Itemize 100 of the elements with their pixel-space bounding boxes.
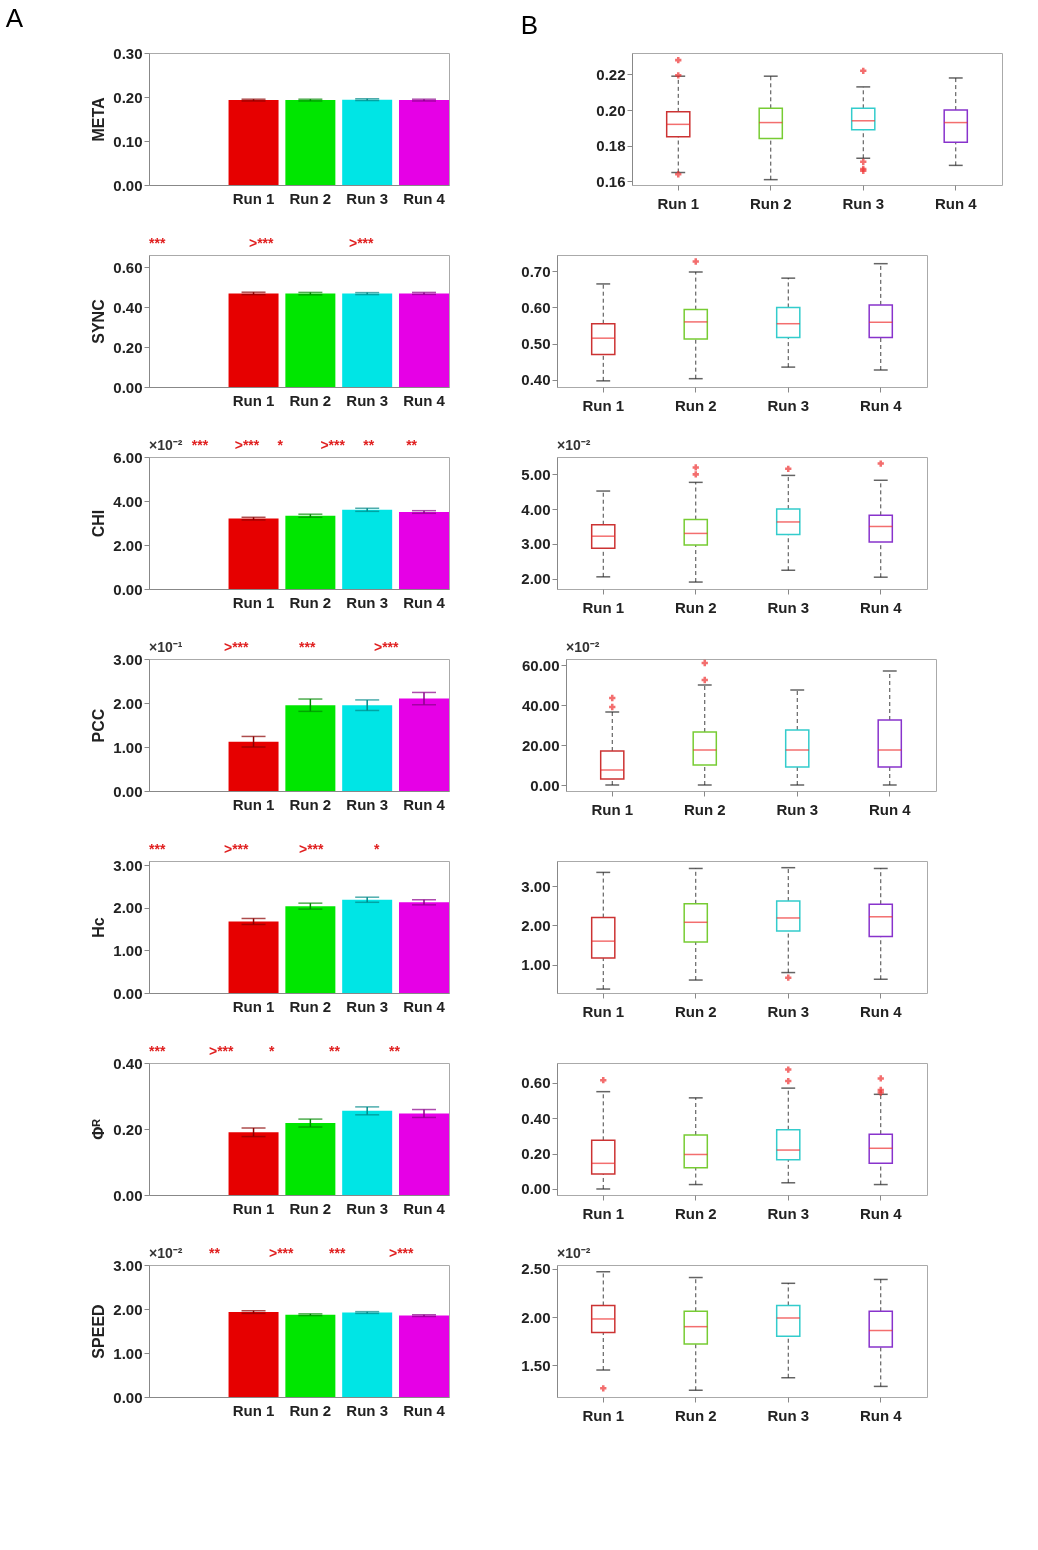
y-tick-label: 40.00 <box>521 696 560 714</box>
y-tick-label: 0.00 <box>113 176 143 194</box>
y-tick-label: 3.00 <box>113 650 143 668</box>
x-tick-label: Run 1 <box>232 1199 275 1217</box>
text: >*** <box>389 1245 415 1261</box>
text: ×10⁻¹ <box>149 639 183 655</box>
x-tick-label: Run 4 <box>859 1406 903 1424</box>
text: >*** <box>249 235 275 251</box>
x-tick-label: Run 4 <box>403 1199 446 1217</box>
text: *** <box>191 437 209 453</box>
y-tick-label: 0.40 <box>521 371 551 389</box>
y-tick-label: 0.20 <box>521 1145 551 1163</box>
y-tick-label: 0.00 <box>113 782 143 800</box>
x-tick-label: Run 4 <box>868 800 912 818</box>
x-tick-label: Run 4 <box>403 795 446 813</box>
y-tick-label: 2.00 <box>113 1300 143 1318</box>
text: A <box>5 3 24 33</box>
y-tick-label: 0.60 <box>113 258 143 276</box>
text: ×10⁻² <box>557 1245 591 1261</box>
text: *** <box>149 235 166 251</box>
text: >*** <box>269 1245 295 1261</box>
text: ** <box>363 437 375 453</box>
x-tick-label: Run 3 <box>767 1406 810 1424</box>
x-tick-label: Run 2 <box>289 593 332 611</box>
y-axis-title: CHI <box>90 509 108 538</box>
text: ×10⁻² <box>149 437 183 453</box>
y-tick-label: 3.00 <box>113 1256 143 1274</box>
y-tick-label: 3.00 <box>113 856 143 874</box>
x-tick-label: Run 1 <box>582 1406 625 1424</box>
y-tick-label: 0.00 <box>113 1388 143 1406</box>
x-tick-label: Run 3 <box>346 189 389 207</box>
x-tick-label: Run 2 <box>289 189 332 207</box>
y-tick-label: 0.18 <box>596 137 626 155</box>
x-tick-label: Run 3 <box>842 194 885 212</box>
y-tick-label: 1.50 <box>521 1356 551 1374</box>
y-tick-label: 0.16 <box>596 172 626 190</box>
x-tick-label: Run 3 <box>346 593 389 611</box>
y-tick-label: 3.00 <box>521 535 551 553</box>
text: *** <box>299 639 316 655</box>
x-tick-label: Run 2 <box>674 1406 717 1424</box>
x-tick-label: Run 4 <box>859 598 903 616</box>
y-tick-label: 0.60 <box>521 1074 551 1092</box>
y-tick-label: 0.70 <box>521 262 551 280</box>
text: >*** <box>234 437 260 453</box>
text: ×10⁻² <box>557 437 591 453</box>
x-tick-label: Run 2 <box>289 1401 332 1419</box>
text: ×10⁻² <box>566 639 600 655</box>
y-tick-label: 0.00 <box>521 1180 551 1198</box>
y-tick-label: 2.00 <box>113 694 143 712</box>
y-axis-title: META <box>90 96 108 142</box>
x-tick-label: Run 3 <box>346 997 389 1015</box>
text: >*** <box>209 1043 235 1059</box>
text: ** <box>406 437 418 453</box>
y-tick-label: 2.00 <box>113 899 143 917</box>
x-tick-label: Run 4 <box>403 189 446 207</box>
x-tick-label: Run 4 <box>403 391 446 409</box>
x-tick-label: Run 3 <box>346 1401 389 1419</box>
x-tick-label: Run 4 <box>403 1401 446 1419</box>
y-tick-label: 1.00 <box>113 941 143 959</box>
x-tick-label: Run 1 <box>582 1002 625 1020</box>
text: * <box>269 1043 275 1059</box>
x-tick-label: Run 2 <box>674 1204 717 1222</box>
y-tick-label: 2.00 <box>521 570 551 588</box>
y-tick-label: 1.00 <box>521 956 551 974</box>
x-tick-label: Run 3 <box>776 800 819 818</box>
y-tick-label: 2.00 <box>113 536 143 554</box>
text: ** <box>209 1245 221 1261</box>
y-tick-label: 1.00 <box>113 1344 143 1362</box>
y-tick-label: 0.00 <box>113 984 143 1002</box>
text: * <box>277 437 284 453</box>
y-tick-label: 0.40 <box>113 298 143 316</box>
y-tick-label: 2.50 <box>521 1260 551 1278</box>
y-tick-label: 0.40 <box>521 1109 551 1127</box>
y-tick-label: 0.60 <box>521 298 551 316</box>
y-tick-label: 0.30 <box>113 44 143 62</box>
x-tick-label: Run 2 <box>289 391 332 409</box>
y-tick-label: 60.00 <box>521 656 560 674</box>
y-axis-title: SPEED <box>90 1304 108 1359</box>
x-tick-label: Run 1 <box>232 1401 275 1419</box>
y-axis-title: PCC <box>90 708 108 743</box>
x-tick-label: Run 4 <box>859 396 903 414</box>
x-tick-label: Run 3 <box>346 391 389 409</box>
y-tick-label: 0.22 <box>596 65 626 83</box>
chart-title: B <box>520 10 539 40</box>
x-tick-label: Run 3 <box>767 396 810 414</box>
y-tick-label: 2.00 <box>521 916 551 934</box>
y-tick-label: 4.00 <box>113 492 143 510</box>
y-axis-title: Hc <box>90 917 108 938</box>
x-tick-label: Run 2 <box>289 997 332 1015</box>
x-tick-label: Run 1 <box>232 593 275 611</box>
y-tick-label: 5.00 <box>521 465 551 483</box>
y-tick-label: 0.20 <box>113 338 143 356</box>
y-tick-label: 0.00 <box>113 580 143 598</box>
x-tick-label: Run 1 <box>232 189 275 207</box>
y-tick-label: 20.00 <box>521 736 560 754</box>
x-tick-label: Run 3 <box>767 1002 810 1020</box>
text: *** <box>149 841 166 857</box>
text: *** <box>329 1245 346 1261</box>
x-tick-label: Run 3 <box>767 598 810 616</box>
y-tick-label: 0.00 <box>113 1186 143 1204</box>
